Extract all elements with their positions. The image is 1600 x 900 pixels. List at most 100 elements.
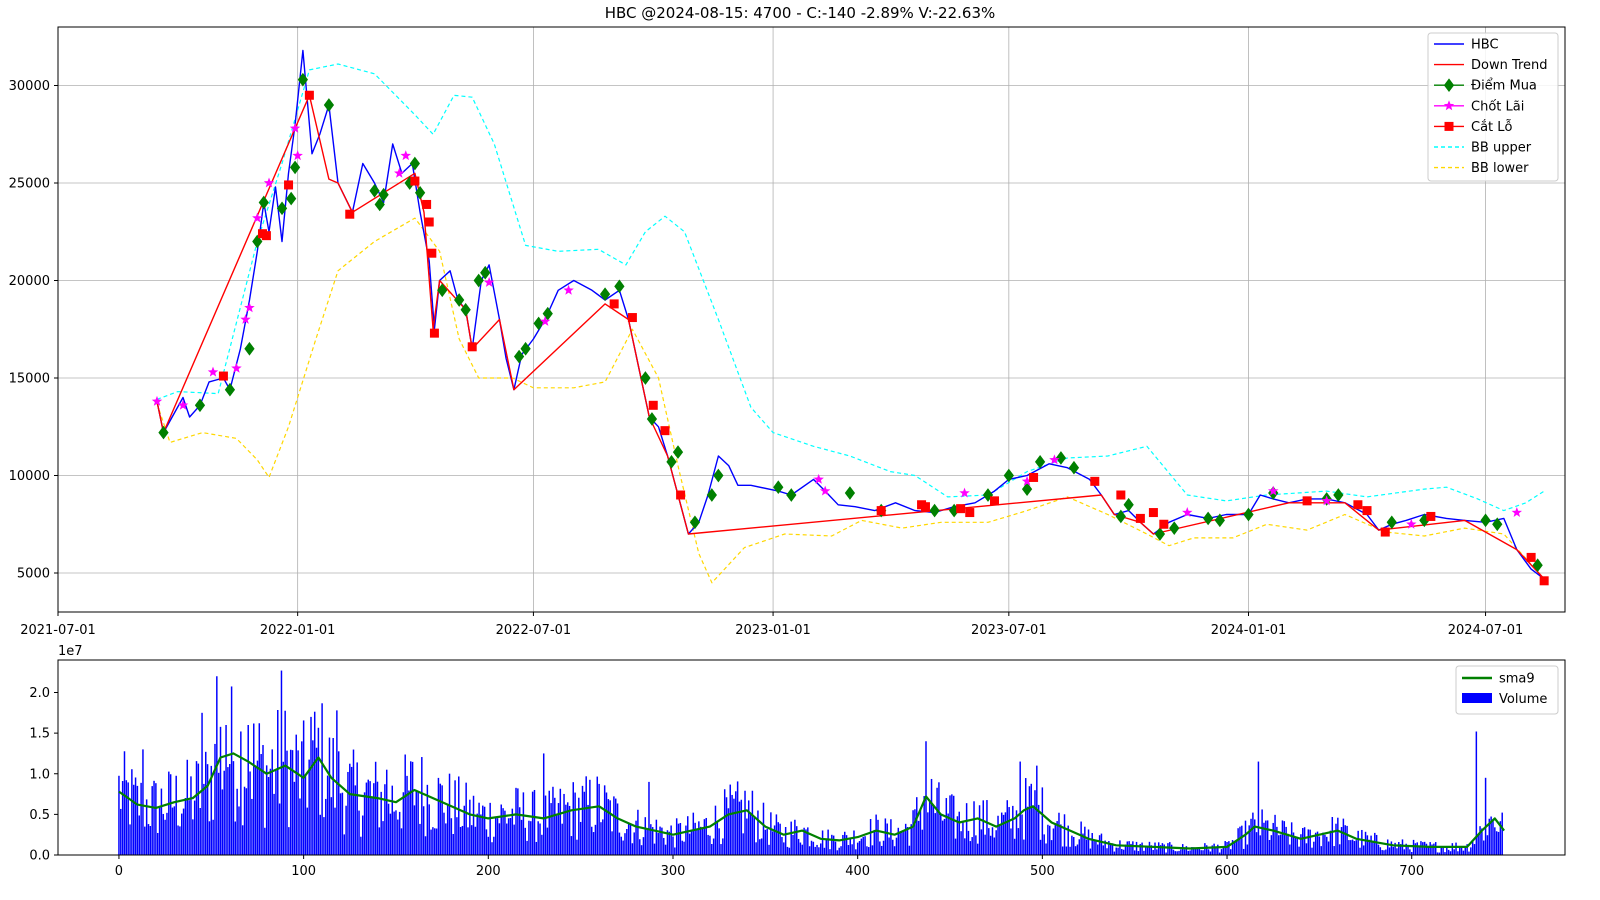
volume-bar [714, 805, 717, 855]
marker-ch-t-l-i [400, 150, 411, 161]
marker-c-t-l [990, 496, 1000, 506]
volume-bar [302, 720, 305, 855]
volume-bar [480, 814, 482, 855]
volume-bar [1471, 840, 1474, 855]
volume-bar [1266, 820, 1269, 855]
marker-ch-t-l-i [813, 473, 824, 484]
volume-bar [1157, 842, 1160, 855]
volume-bar [358, 810, 360, 855]
volume-bar [1464, 847, 1467, 855]
marker-c-t-l [956, 504, 966, 514]
volume-bar [1200, 850, 1202, 855]
volume-bar [373, 783, 375, 855]
volume-bar [1403, 849, 1406, 855]
volume-bar [932, 805, 935, 855]
volume-bar [467, 827, 469, 855]
volume-bar [1058, 812, 1060, 855]
volume-bar [644, 817, 647, 855]
volume-bar [393, 811, 395, 855]
volume-bar [572, 782, 574, 855]
volume-bar [1076, 844, 1079, 855]
volume-bar [1204, 843, 1206, 855]
marker-i-m-mua [520, 341, 531, 356]
volume-bar [253, 723, 255, 855]
volume-bar [1477, 834, 1479, 855]
volume-bar [581, 785, 584, 855]
volume-bar [1209, 851, 1212, 855]
volume-bar [496, 818, 499, 855]
volume-bar [1499, 821, 1502, 855]
volume-bar [768, 844, 770, 855]
volume-bar [1318, 836, 1321, 855]
volume-bar [269, 768, 272, 855]
volume-bar [917, 820, 920, 855]
marker-i-m-mua [460, 302, 471, 317]
volume-bar [1039, 839, 1042, 855]
volume-bar [341, 792, 344, 855]
volume-bar [347, 771, 349, 855]
volume-bar [578, 797, 580, 855]
marker-i-m-mua [1333, 488, 1344, 502]
volume-bar [424, 836, 427, 855]
volume-bar [764, 829, 767, 855]
volume-bar [319, 814, 321, 855]
volume-bar [1202, 850, 1204, 855]
volume-bar [705, 817, 707, 855]
volume-bar [574, 792, 576, 855]
volume-bar [1494, 827, 1496, 855]
volume-bar [840, 846, 842, 855]
volume-bars [118, 670, 1503, 855]
marker-i-m-mua [473, 273, 484, 288]
marker-c-t-l [1539, 576, 1549, 586]
volume-bar [1121, 849, 1123, 855]
volume-bar [1141, 842, 1143, 855]
volume-bar [919, 809, 922, 855]
volume-bar [650, 824, 652, 855]
volume-bar [284, 710, 286, 855]
volume-bar [718, 828, 720, 855]
volume-bar [855, 849, 857, 855]
volume-bar [1106, 848, 1108, 855]
volume-bar [361, 815, 364, 855]
volume-bar [1250, 818, 1252, 855]
volume-bar [775, 814, 778, 855]
volume-bar [1375, 834, 1378, 855]
marker-c-t-l [876, 506, 886, 516]
volume-bar [1104, 840, 1106, 855]
volume-bar [179, 826, 181, 855]
volume-bar [993, 837, 996, 855]
volume-bar [317, 727, 320, 855]
volume-bar [759, 839, 761, 855]
volume-bar [672, 836, 674, 855]
volume-bar [757, 810, 759, 855]
volume-bar [1187, 850, 1189, 855]
volume-bar [504, 810, 506, 855]
volume-bar [590, 826, 593, 855]
marker-i-m-mua [599, 287, 611, 301]
volume-bar [193, 800, 196, 855]
volume-bar [1100, 833, 1103, 855]
marker-i-m-mua [929, 503, 940, 518]
volume-bar [853, 830, 855, 855]
volume-bar [1313, 841, 1315, 855]
volume-bar [313, 711, 316, 855]
volume-bar [1486, 835, 1489, 855]
volume-bar [493, 836, 495, 855]
volume-bar [1458, 846, 1461, 855]
volume-bar [398, 811, 401, 855]
marker-i-m-mua [640, 371, 651, 385]
volume-bar [1501, 812, 1503, 855]
volume-bar [1444, 852, 1446, 855]
marker-i-m-mua [158, 425, 169, 440]
volume-bar [177, 825, 179, 855]
volume-bar [1054, 824, 1057, 855]
volume-bar [212, 819, 214, 855]
volume-bar [1292, 832, 1295, 855]
volume-bar [1093, 840, 1095, 855]
volume-bar [164, 819, 166, 855]
volume-bar [1017, 828, 1020, 855]
volume-bar [365, 782, 368, 855]
volume-bar [144, 826, 146, 855]
volume-bar [1109, 843, 1112, 855]
volume-bar [1167, 843, 1169, 855]
